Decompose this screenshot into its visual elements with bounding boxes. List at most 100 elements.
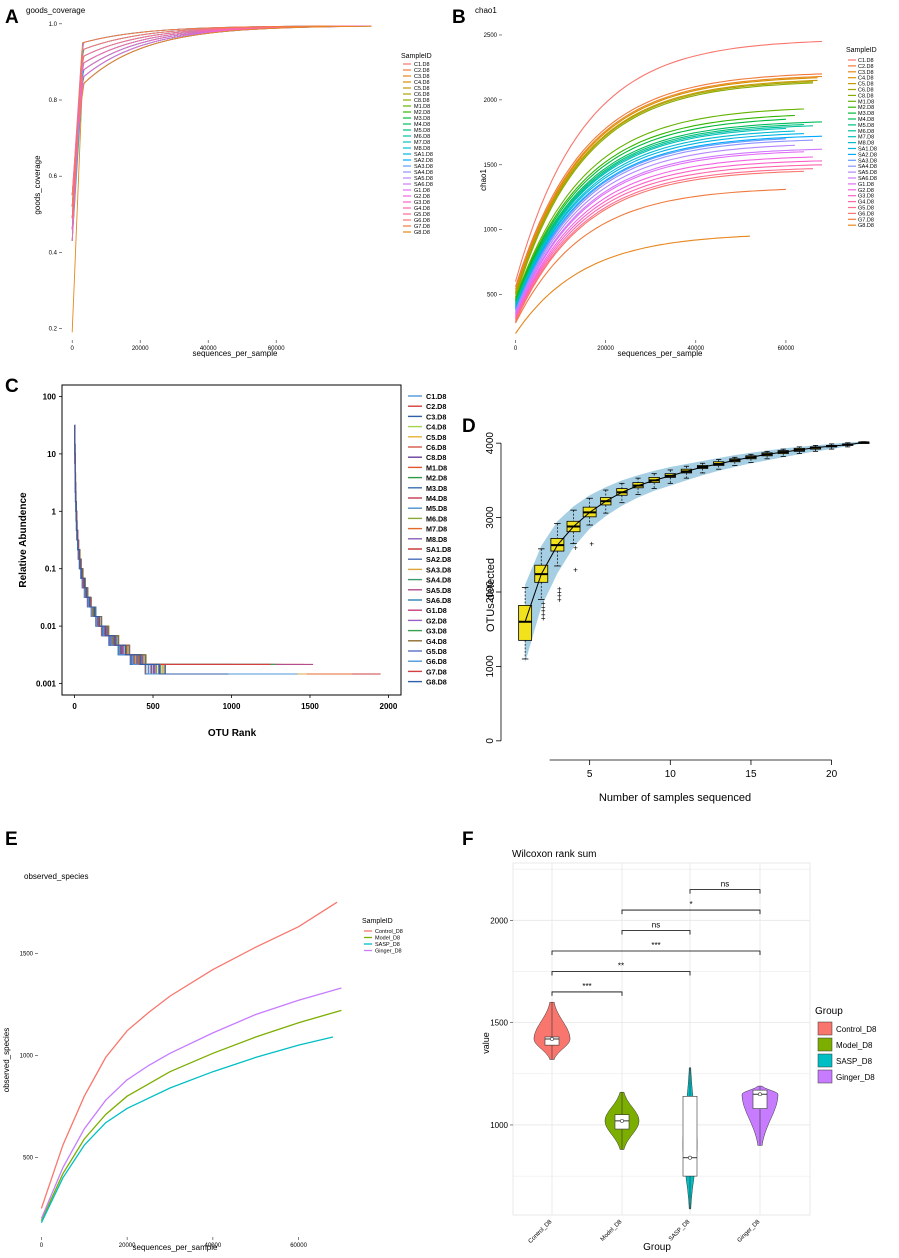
panel-b-curve-SA2.D8 <box>514 135 823 310</box>
panel-c-curve-SA1.D8 <box>74 434 232 665</box>
panel-b-ylabel: chao1 <box>479 169 488 191</box>
panel-c-curve-SA4.D8 <box>74 424 282 675</box>
panel-c-legend-label: C2.D8 <box>426 402 446 411</box>
panel-f-y-tick-label: 1500 <box>490 1019 508 1028</box>
panel-b-title: chao1 <box>475 6 497 15</box>
panel-a-legend-label: SA5.D8 <box>414 176 433 182</box>
panel-e-xlabel: sequences_per_sample <box>133 1243 218 1252</box>
panel-c-legend-label: M3.D8 <box>426 484 447 493</box>
panel-a-legend-label: M5.D8 <box>414 128 430 134</box>
panel-d-outlier: + <box>557 588 562 597</box>
panel-d-y-tick-label: 3000 <box>485 506 496 529</box>
panel-a-curve-M5.D8 <box>71 25 331 207</box>
panel-b-curve-C1.D8 <box>514 40 823 282</box>
panel-f-x-tick-label: Control_D8 <box>528 1219 554 1245</box>
panel-c-y-tick-label: 1 <box>52 507 57 516</box>
panel-e-y-tick-label: 1500 <box>20 951 34 957</box>
panel-f-legend-title: Group <box>815 1006 843 1017</box>
panel-a-curve-SA2.D8 <box>71 25 372 207</box>
panel-b-curve-M2.D8 <box>514 114 795 300</box>
panel-b-legend-label: M1.D8 <box>858 99 874 105</box>
panel-c: 0 500 1000 1500 2000 0.001 0.01 0.1 1 10 100 OTU R… <box>18 384 451 739</box>
panel-f-median-dot <box>688 1155 692 1160</box>
panel-c-axes: 0 500 1000 1500 2000 0.001 0.01 0.1 1 10 100 <box>36 384 402 711</box>
panel-d-outlier: + <box>573 566 578 575</box>
panel-b-legend-label: M2.D8 <box>858 105 874 111</box>
panel-c-xlabel: OTU Rank <box>208 728 257 739</box>
panel-e-x-tick-label: 20000 <box>119 1243 136 1249</box>
panel-a-curve-SA4.D8 <box>71 25 345 230</box>
panel-letter-a: A <box>5 7 19 28</box>
panel-b-legend-label: C8.D8 <box>858 93 874 99</box>
panel-b-y-tick-label: 500 <box>487 293 498 299</box>
panel-a-curve-G2.D8 <box>71 25 345 219</box>
panel-c-legend-label: G6.D8 <box>426 657 447 666</box>
panel-c-y-tick-label: 0.1 <box>45 565 57 574</box>
panel-a-curve-G3.D8 <box>71 26 331 230</box>
panel-f: Wilcoxon rank sum Control_D8 Model_D8 SASP… <box>481 849 877 1253</box>
panel-a-y-tick-label: 0.6 <box>49 174 58 180</box>
panel-b-curve-M6.D8 <box>514 125 814 306</box>
panel-b-legend-label: SA3.D8 <box>858 158 877 164</box>
panel-c-curve-C2.D8 <box>74 434 381 675</box>
panel-a-x-tick-label: 0 <box>71 346 75 352</box>
panel-e-x-tick-label: 0 <box>40 1243 44 1249</box>
panel-c-legend-label: G5.D8 <box>426 647 447 656</box>
panel-a-legend-label: SA2.D8 <box>414 158 433 164</box>
panel-d-outlier: + <box>541 599 546 608</box>
panel-letter-e: E <box>5 829 18 850</box>
panel-e-legend-label: Control_D8 <box>375 929 403 935</box>
panel-b-curve-SA1.D8 <box>514 133 804 308</box>
panel-a-legend-label: M7.D8 <box>414 140 430 146</box>
panel-e-y-tick-label: 500 <box>23 1155 34 1161</box>
panel-f-x-tick-label: Model_D8 <box>600 1219 624 1243</box>
panel-d-outlier: + <box>589 540 594 549</box>
panel-e-legend-title: SampleID <box>362 918 393 925</box>
panel-c-legend-label: SA2.D8 <box>426 555 451 564</box>
panel-f-median-dot <box>550 1037 554 1041</box>
panel-e-curve-Control_D8 <box>40 901 338 1209</box>
panel-b-curve-G6.D8 <box>515 170 804 323</box>
panel-b-curve-SA3.D8 <box>514 138 786 311</box>
panel-b-legend-label: SA1.D8 <box>858 147 877 153</box>
panel-c-frame <box>61 384 402 696</box>
panel-b-curve-M1.D8 <box>514 108 804 299</box>
panel-e-x-tick-label: 60000 <box>290 1243 307 1249</box>
panel-f-significance-label: ns <box>652 921 660 930</box>
panel-a-curve-M8.D8 <box>71 26 345 242</box>
panel-f-significance-bracket <box>689 889 761 894</box>
panel-a-curve-C4.D8 <box>71 25 331 230</box>
panel-b-x-tick-label: 40000 <box>687 346 704 352</box>
panel-c-x-tick-label: 2000 <box>380 702 398 711</box>
panel-f-title: Wilcoxon rank sum <box>512 849 596 860</box>
panel-c-curve-C5.D8 <box>74 424 248 675</box>
panel-a-curve-M2.D8 <box>71 25 372 230</box>
panel-d-y-tick-label: 4000 <box>485 432 496 455</box>
panel-c-legend-label: M8.D8 <box>426 535 447 544</box>
panel-b-curve-C8.D8 <box>514 82 814 298</box>
panel-c-curve-M8.D8 <box>74 424 271 675</box>
panel-e-x-tick-label: 40000 <box>205 1243 222 1249</box>
panel-b-xlabel: sequences_per_sample <box>618 349 703 358</box>
panel-e-y-tick-label: 1000 <box>20 1053 34 1059</box>
panel-b-curve-M4.D8 <box>514 121 823 303</box>
panel-a-legend-label: C1.D8 <box>414 62 430 68</box>
panel-a-curve-G7.D8 <box>71 25 331 219</box>
panel-e: observed_species 0 20000 40000 60000 500 1000… <box>2 872 403 1252</box>
panel-c-y-tick-label: 0.01 <box>40 622 56 631</box>
panel-b-axes: 0 20000 40000 60000 500 1000 1500 2000 2500 <box>484 33 795 352</box>
panel-c-legend-label: SA6.D8 <box>426 596 451 605</box>
panel-b-legend-label: C4.D8 <box>858 76 874 82</box>
panel-letter-c: C <box>5 376 19 397</box>
panel-c-legend-label: G4.D8 <box>426 637 447 646</box>
panel-c-x-tick-label: 1500 <box>301 702 319 711</box>
panel-a-curve-G5.D8 <box>71 25 358 196</box>
panel-c-curve-SA2.D8 <box>74 434 248 675</box>
panel-f-significance-label: *** <box>582 982 591 991</box>
panel-f-significance-label: ns <box>721 880 729 889</box>
panel-a-legend-label: M2.D8 <box>414 110 430 116</box>
panel-a-legend-label: C2.D8 <box>414 68 430 74</box>
panel-a-y-tick-label: 0.8 <box>49 98 58 104</box>
panel-e-curve-SASP_D8 <box>40 1036 334 1223</box>
panel-a-xlabel: sequences_per_sample <box>193 349 278 358</box>
